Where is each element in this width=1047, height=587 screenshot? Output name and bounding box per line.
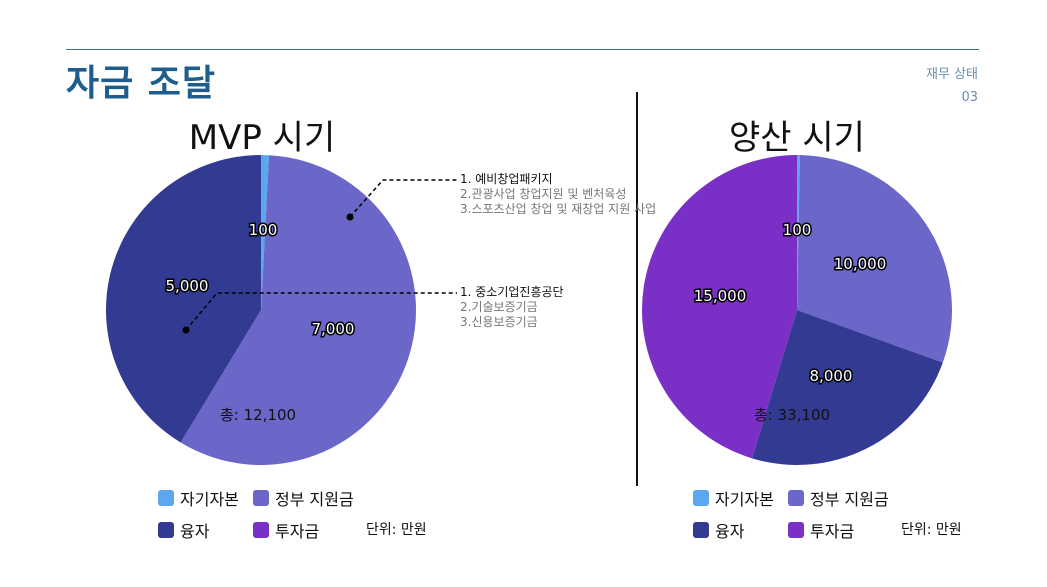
legend-swatch (158, 522, 174, 538)
legend-swatch (158, 490, 174, 506)
annotation-line-gov (349, 179, 457, 218)
header-rule (66, 49, 979, 50)
pie-total-label: 총: 33,100 (754, 406, 830, 424)
page-title: 자금 조달 (66, 63, 217, 104)
legend-swatch (693, 490, 709, 506)
pie-slice-2 (752, 310, 943, 466)
legend-swatch (253, 522, 269, 538)
pie-value-label: 100 (249, 221, 278, 239)
annotation-line: 1. 예비창업패키지 (460, 172, 553, 186)
annotation-line-loan (185, 292, 457, 331)
legend-item: 융자 (693, 518, 788, 542)
legend-label: 투자금 (275, 522, 320, 541)
annotation-line: 3.스포츠산업 창업 및 재창업 지원 사업 (460, 202, 657, 216)
pie-chart-production: 100 10,000 8,000 15,000 총: 33,100 (642, 155, 952, 466)
legend-swatch (788, 490, 804, 506)
legend-mvp: 자기자본 정부 지원금 융자 투자금 (158, 486, 373, 542)
pie-value-label: 15,000 (694, 287, 747, 305)
legend-swatch (788, 522, 804, 538)
legend-item: 자기자본 (158, 486, 253, 510)
legend-label: 융자 (715, 522, 745, 541)
annotation-gov-support: 1. 예비창업패키지 2.관광사업 창업지원 및 벤처육성 3.스포츠산업 창업… (460, 172, 656, 217)
pie-value-label: 10,000 (834, 255, 887, 273)
legend-label: 정부 지원금 (810, 490, 889, 509)
pie-chart-mvp: 100 7,000 5,000 총: 12,100 (105, 155, 416, 465)
pie-slice-3 (642, 155, 797, 459)
legend-label: 정부 지원금 (275, 490, 354, 509)
annotation-line: 1. 중소기업진흥공단 (460, 285, 564, 299)
section-info: 재무 상태 03 (926, 63, 978, 109)
legend-swatch (693, 522, 709, 538)
legend-item: 투자금 (253, 518, 373, 542)
pie-slice-0 (797, 155, 800, 310)
legend-item: 정부 지원금 (253, 486, 373, 510)
legend-production: 자기자본 정부 지원금 융자 투자금 (693, 486, 908, 542)
annotation-line: 3.신용보증기금 (460, 315, 538, 329)
pie-value-label: 8,000 (810, 367, 853, 385)
chart-divider (636, 92, 638, 486)
legend-item: 자기자본 (693, 486, 788, 510)
pie-value-label: 5,000 (166, 277, 209, 295)
pie-slice-1 (797, 155, 952, 363)
chart-title-production: 양산 시기 (729, 118, 865, 158)
annotation-line: 2.기술보증기금 (460, 300, 538, 314)
legend-item: 정부 지원금 (788, 486, 908, 510)
annotation-leaders (182, 179, 457, 334)
legend-label: 자기자본 (180, 490, 239, 509)
legend-item: 융자 (158, 518, 253, 542)
annotation-line: 2.관광사업 창업지원 및 벤처육성 (460, 187, 627, 201)
annotation-loans: 1. 중소기업진흥공단 2.기술보증기금 3.신용보증기금 (460, 285, 564, 330)
legend-label: 자기자본 (715, 490, 774, 509)
pie-value-label: 7,000 (312, 320, 355, 338)
legend-label: 투자금 (810, 522, 855, 541)
unit-label-production: 단위: 만원 (901, 522, 962, 538)
legend-label: 융자 (180, 522, 210, 541)
legend-item: 투자금 (788, 518, 908, 542)
chart-title-mvp: MVP 시기 (188, 118, 336, 158)
pie-total-label: 총: 12,100 (220, 406, 296, 424)
page-number: 03 (961, 90, 978, 105)
legend-swatch (253, 490, 269, 506)
pie-value-label: 100 (783, 221, 812, 239)
pie-slice-1 (180, 155, 416, 465)
unit-label-mvp: 단위: 만원 (366, 522, 427, 538)
section-name: 재무 상태 (926, 67, 978, 82)
pie-slice-2 (105, 155, 261, 443)
pie-slice-0 (261, 155, 270, 310)
